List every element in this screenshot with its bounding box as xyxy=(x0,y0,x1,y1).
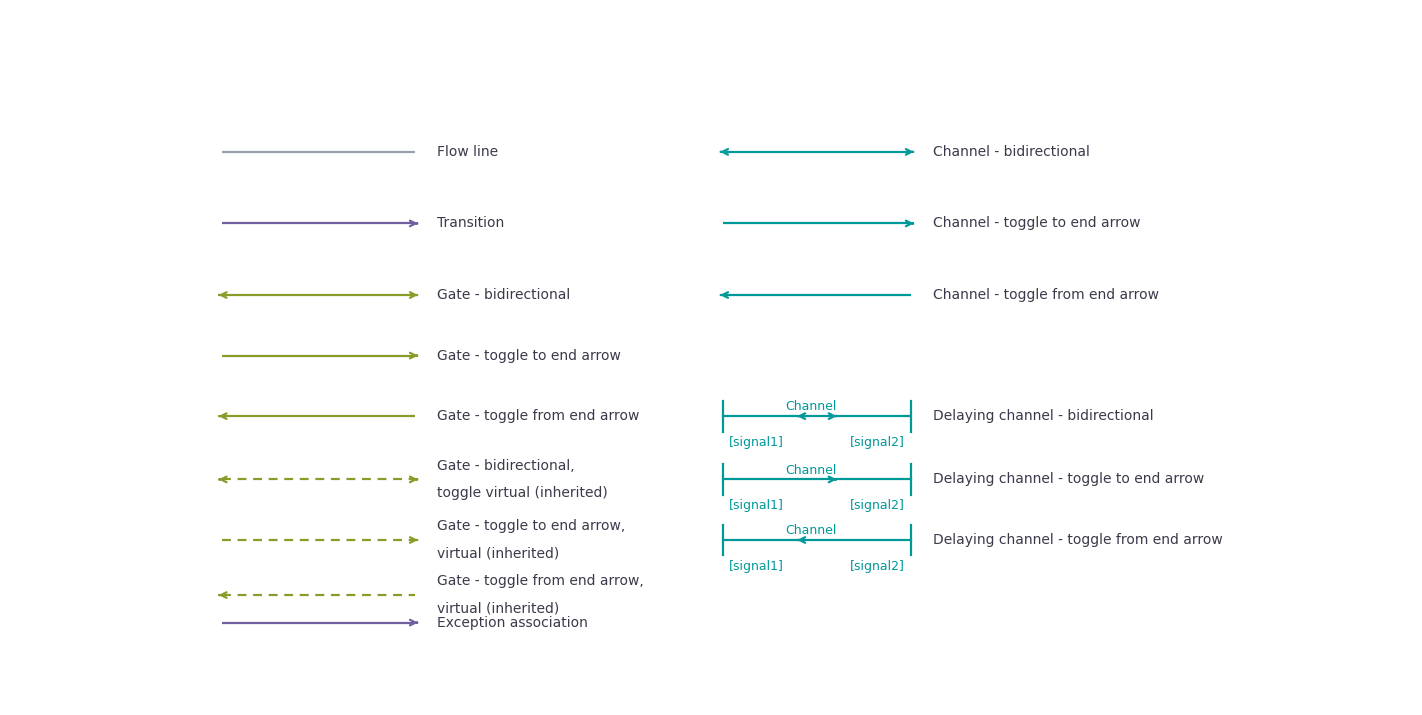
Text: Gate - toggle from end arrow,: Gate - toggle from end arrow, xyxy=(437,574,644,588)
Text: Channel: Channel xyxy=(786,524,838,537)
Text: virtual (inherited): virtual (inherited) xyxy=(437,547,559,561)
Text: [signal1]: [signal1] xyxy=(728,499,784,512)
Text: [signal1]: [signal1] xyxy=(728,560,784,573)
Text: Channel: Channel xyxy=(786,400,838,413)
Text: toggle virtual (inherited): toggle virtual (inherited) xyxy=(437,486,607,500)
Text: Gate - toggle to end arrow: Gate - toggle to end arrow xyxy=(437,349,620,363)
Text: Gate - toggle from end arrow: Gate - toggle from end arrow xyxy=(437,409,638,423)
Text: Channel - toggle to end arrow: Channel - toggle to end arrow xyxy=(933,217,1140,230)
Text: Delaying channel - bidirectional: Delaying channel - bidirectional xyxy=(933,409,1153,423)
Text: Channel - toggle from end arrow: Channel - toggle from end arrow xyxy=(933,288,1159,302)
Text: Exception association: Exception association xyxy=(437,616,587,630)
Text: [signal1]: [signal1] xyxy=(728,436,784,449)
Text: virtual (inherited): virtual (inherited) xyxy=(437,602,559,616)
Text: Gate - bidirectional,: Gate - bidirectional, xyxy=(437,459,574,473)
Text: Delaying channel - toggle from end arrow: Delaying channel - toggle from end arrow xyxy=(933,533,1223,547)
Text: [signal2]: [signal2] xyxy=(850,560,904,573)
Text: Gate - bidirectional: Gate - bidirectional xyxy=(437,288,570,302)
Text: [signal2]: [signal2] xyxy=(850,499,904,512)
Text: Flow line: Flow line xyxy=(437,145,498,159)
Text: Channel: Channel xyxy=(786,464,838,477)
Text: Transition: Transition xyxy=(437,217,503,230)
Text: Gate - toggle to end arrow,: Gate - toggle to end arrow, xyxy=(437,519,626,533)
Text: Delaying channel - toggle to end arrow: Delaying channel - toggle to end arrow xyxy=(933,473,1204,486)
Text: [signal2]: [signal2] xyxy=(850,436,904,449)
Text: Channel - bidirectional: Channel - bidirectional xyxy=(933,145,1089,159)
